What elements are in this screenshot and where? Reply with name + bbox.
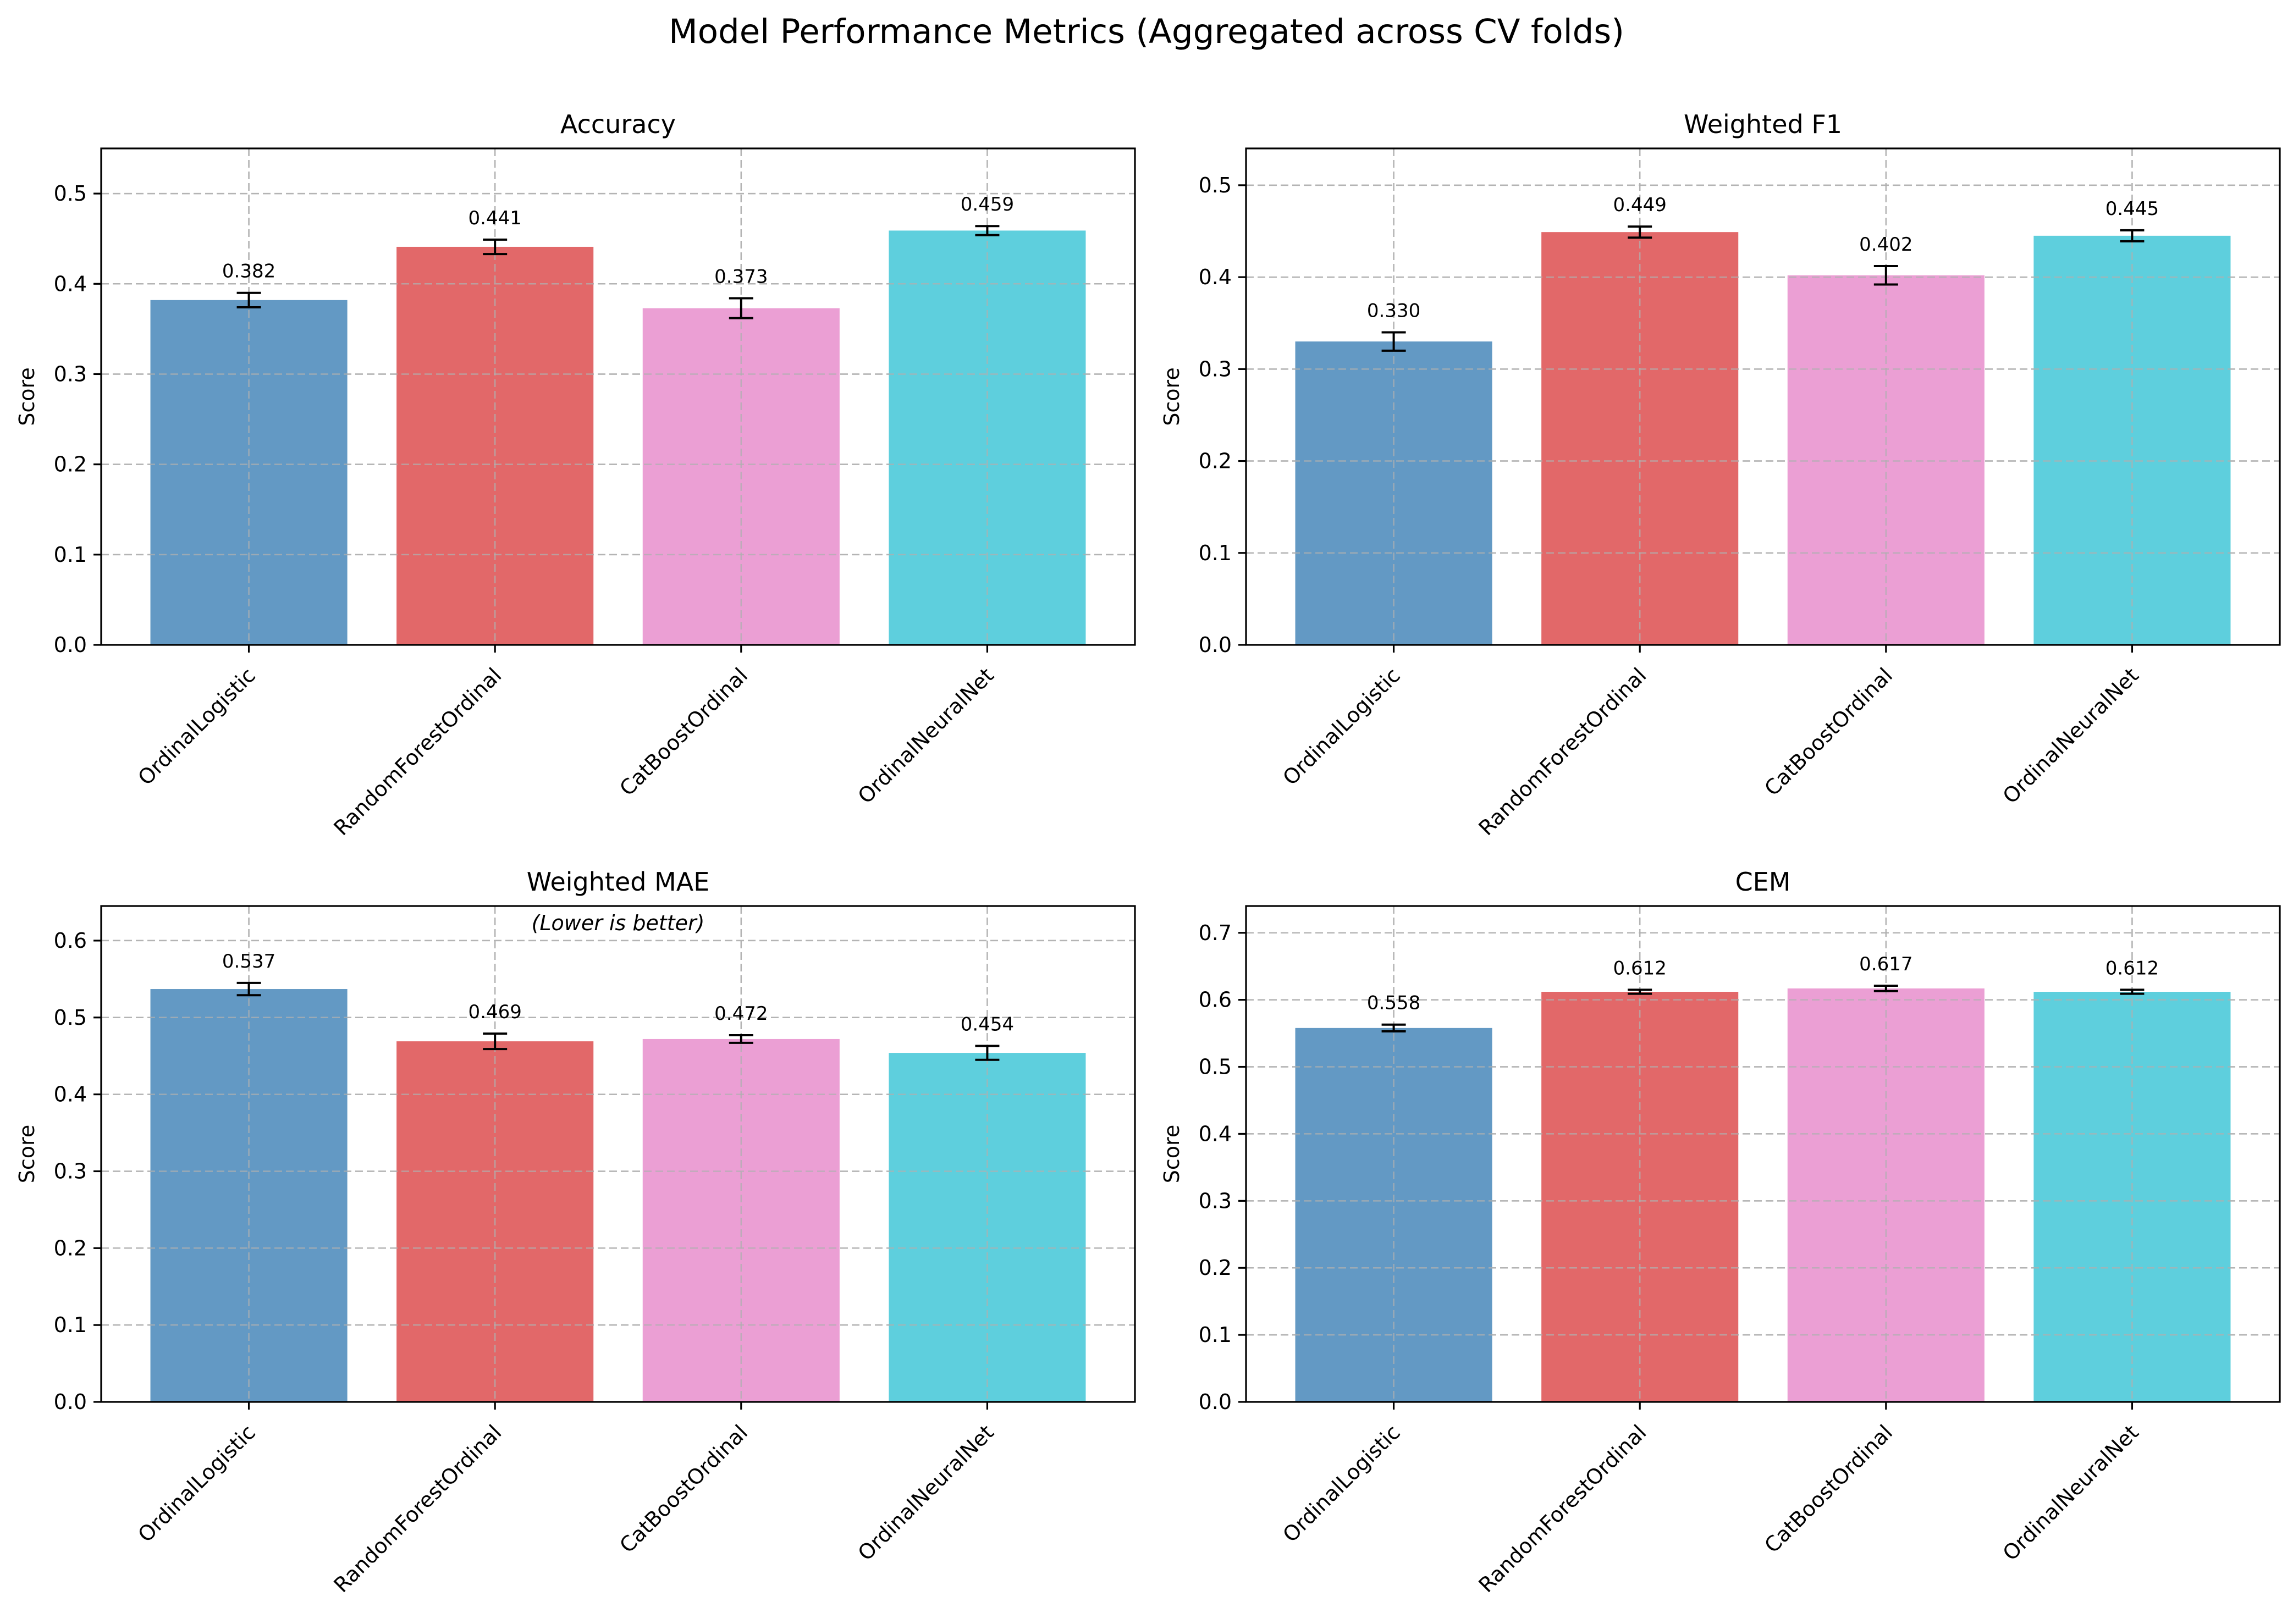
- y-tick-label: 0.2: [54, 1236, 87, 1260]
- x-tick-label-CatBoostOrdinal: CatBoostOrdinal: [615, 663, 752, 800]
- value-label-OrdinalLogistic: 0.537: [222, 951, 275, 973]
- y-tick-label: 0.1: [1199, 1323, 1232, 1347]
- x-tick-label-OrdinalLogistic: OrdinalLogistic: [1278, 1420, 1405, 1547]
- x-tick-label-CatBoostOrdinal: CatBoostOrdinal: [615, 1420, 752, 1557]
- y-tick-label: 0.5: [1199, 173, 1232, 197]
- bar-RandomForestOrdinal: [396, 246, 594, 645]
- y-tick-label: 0.1: [54, 1313, 87, 1337]
- subplot-2: 0.537 0.469 0.472 0.454 0.0 0.1 0.2 0.3 0.4 0.5 0.…: [15, 867, 1136, 1597]
- subplots: 0.382 0.441 0.373 0.459 0.0 0.1 0.2 0.3 0.4 0.5 Or…: [15, 109, 2281, 1597]
- x-tick-label-OrdinalLogistic: OrdinalLogistic: [133, 663, 260, 790]
- subplot-1: 0.330 0.449 0.402 0.445 0.0 0.1 0.2 0.3 0.4 0.5 Or…: [1160, 109, 2281, 840]
- x-tick-label-OrdinalNeuralNet: OrdinalNeuralNet: [853, 663, 999, 808]
- subplot-title: Accuracy: [560, 109, 676, 139]
- value-label-RandomForestOrdinal: 0.469: [468, 1001, 522, 1023]
- subplot-subtitle: (Lower is better): [532, 911, 705, 935]
- value-label-CatBoostOrdinal: 0.472: [714, 1003, 768, 1025]
- value-label-OrdinalLogistic: 0.382: [222, 261, 275, 283]
- y-tick-label: 0.7: [1199, 921, 1232, 945]
- y-tick-label: 0.0: [54, 633, 87, 657]
- y-tick-label: 0.3: [1199, 1189, 1232, 1213]
- figure-title: Model Performance Metrics (Aggregated ac…: [669, 12, 1624, 51]
- y-tick-label: 0.2: [1199, 1256, 1232, 1280]
- value-label-OrdinalNeuralNet: 0.445: [2105, 198, 2159, 220]
- y-axis-label: Score: [15, 367, 39, 426]
- x-tick-label-OrdinalLogistic: OrdinalLogistic: [133, 1420, 260, 1547]
- subplot-title: CEM: [1735, 867, 1791, 897]
- axes-frame: [100, 905, 1136, 1403]
- y-axis-label: Score: [1160, 1125, 1184, 1183]
- y-tick-label: 0.2: [54, 452, 87, 477]
- y-tick-label: 0.2: [1199, 449, 1232, 473]
- y-tick-label: 0.3: [1199, 357, 1232, 381]
- x-tick-label-RandomForestOrdinal: RandomForestOrdinal: [1474, 663, 1651, 840]
- x-tick-label-OrdinalNeuralNet: OrdinalNeuralNet: [1998, 1420, 2143, 1565]
- axes-frame: [100, 147, 1136, 646]
- y-tick-label: 0.4: [1199, 265, 1232, 289]
- subplot-title: Weighted MAE: [527, 867, 710, 897]
- value-label-RandomForestOrdinal: 0.449: [1613, 194, 1667, 216]
- axes-frame: [1245, 147, 2281, 646]
- y-tick-label: 0.4: [1199, 1122, 1232, 1146]
- y-tick-label: 0.5: [54, 181, 87, 206]
- y-tick-label: 0.5: [1199, 1055, 1232, 1079]
- y-tick-label: 0.4: [54, 272, 87, 296]
- y-axis-label: Score: [15, 1125, 39, 1183]
- x-tick-label-RandomForestOrdinal: RandomForestOrdinal: [1474, 1420, 1651, 1597]
- x-tick-label-RandomForestOrdinal: RandomForestOrdinal: [329, 1420, 506, 1597]
- value-label-CatBoostOrdinal: 0.373: [714, 266, 768, 288]
- value-label-OrdinalLogistic: 0.330: [1367, 300, 1420, 322]
- x-tick-label-CatBoostOrdinal: CatBoostOrdinal: [1760, 1420, 1897, 1557]
- value-label-RandomForestOrdinal: 0.612: [1613, 957, 1667, 979]
- value-label-OrdinalNeuralNet: 0.459: [961, 194, 1014, 216]
- y-tick-label: 0.3: [54, 362, 87, 386]
- value-label-RandomForestOrdinal: 0.441: [468, 207, 522, 229]
- subplot-title: Weighted F1: [1684, 109, 1842, 139]
- subplot-3: 0.558 0.612 0.617 0.612 0.0 0.1 0.2 0.3 0.4 0.5 0.…: [1160, 867, 2281, 1597]
- y-axis-label: Score: [1160, 367, 1184, 426]
- value-label-CatBoostOrdinal: 0.402: [1859, 234, 1912, 256]
- subplot-0: 0.382 0.441 0.373 0.459 0.0 0.1 0.2 0.3 0.4 0.5 Or…: [15, 109, 1136, 840]
- value-label-OrdinalNeuralNet: 0.612: [2105, 957, 2159, 979]
- y-tick-label: 0.0: [1199, 1390, 1232, 1414]
- x-tick-label-OrdinalNeuralNet: OrdinalNeuralNet: [1998, 663, 2143, 808]
- value-label-OrdinalLogistic: 0.558: [1367, 992, 1420, 1014]
- x-tick-label-OrdinalNeuralNet: OrdinalNeuralNet: [853, 1420, 999, 1565]
- y-tick-label: 0.4: [54, 1082, 87, 1107]
- x-tick-label-CatBoostOrdinal: CatBoostOrdinal: [1760, 663, 1897, 800]
- y-tick-label: 0.0: [54, 1390, 87, 1414]
- y-tick-label: 0.1: [54, 543, 87, 567]
- value-label-OrdinalNeuralNet: 0.454: [961, 1014, 1014, 1036]
- x-tick-label-RandomForestOrdinal: RandomForestOrdinal: [329, 663, 506, 840]
- y-tick-label: 0.1: [1199, 541, 1232, 565]
- y-tick-label: 0.3: [54, 1159, 87, 1183]
- x-tick-label-OrdinalLogistic: OrdinalLogistic: [1278, 663, 1405, 790]
- y-tick-label: 0.6: [54, 929, 87, 953]
- y-tick-label: 0.5: [54, 1006, 87, 1030]
- axes-frame: [1245, 905, 2281, 1403]
- y-tick-label: 0.6: [1199, 988, 1232, 1012]
- value-label-CatBoostOrdinal: 0.617: [1859, 953, 1912, 975]
- bar-OrdinalNeuralNet: [889, 1053, 1086, 1402]
- y-tick-label: 0.0: [1199, 633, 1232, 657]
